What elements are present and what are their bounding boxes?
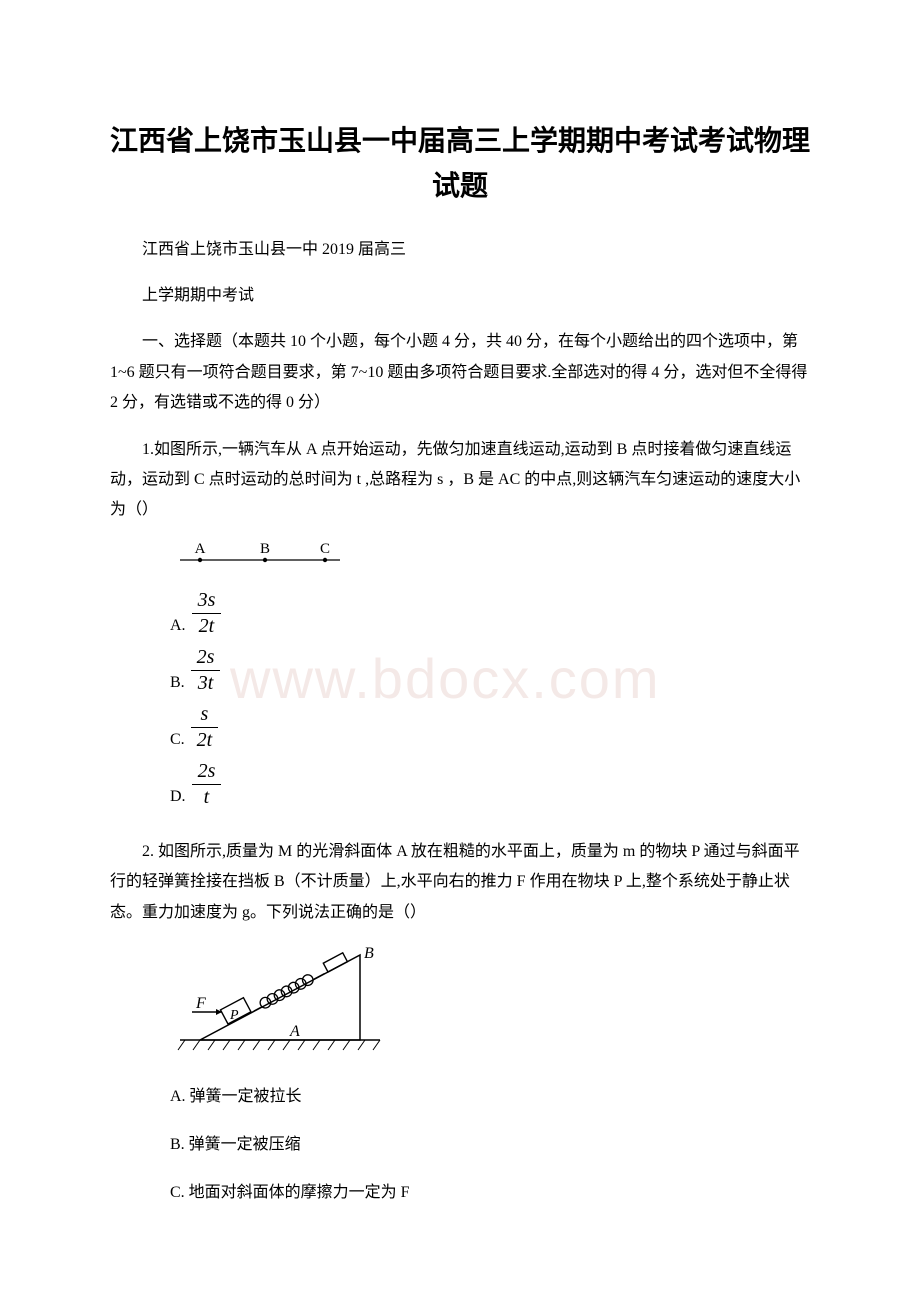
q1-d-num: 2s [192,760,222,785]
question-2-diagram: F P B A [170,940,810,1065]
q1-a-den: 2t [192,614,222,638]
q1-b-den: 3t [191,671,221,695]
q1-label-a: A [195,541,206,557]
q1-b-num: 2s [191,646,221,671]
question-2-text: 2. 如图所示,质量为 M 的光滑斜面体 A 放在粗糙的水平面上，质量为 m 的… [110,837,810,928]
q1-c-num: s [191,703,219,728]
q1-option-b: B. 2s 3t [170,646,810,695]
page-title: 江西省上饶市玉山县一中届高三上学期期中考试考试物理试题 [110,120,810,210]
header-line-1: 江西省上饶市玉山县一中 2019 届高三 [110,235,810,265]
q1-option-a: A. 3s 2t [170,589,810,638]
q2-label-b: B [364,945,374,962]
header-line-2: 上学期期中考试 [110,281,810,311]
question-1-diagram: A B C [170,540,810,575]
q1-label-b: B [260,541,270,557]
q2-label-f: F [195,995,206,1012]
q2-option-a: A. 弹簧一定被拉长 [170,1081,810,1113]
q2-option-b: B. 弹簧一定被压缩 [170,1129,810,1161]
q1-d-den: t [192,785,222,809]
section-intro: 一、选择题（本题共 10 个小题，每个小题 4 分，共 40 分，在每个小题给出… [110,327,810,418]
q2-label-p: P [229,1008,239,1023]
q1-option-c: C. s 2t [170,703,810,752]
q1-a-num: 3s [192,589,222,614]
q1-label-c: C [320,541,330,557]
question-1-text: 1.如图所示,一辆汽车从 A 点开始运动，先做匀加速直线运动,运动到 B 点时接… [110,435,810,526]
q2-option-c: C. 地面对斜面体的摩擦力一定为 F [170,1177,810,1209]
q1-c-den: 2t [191,728,219,752]
q2-label-a: A [289,1023,300,1040]
q1-option-d: D. 2s t [170,760,810,809]
